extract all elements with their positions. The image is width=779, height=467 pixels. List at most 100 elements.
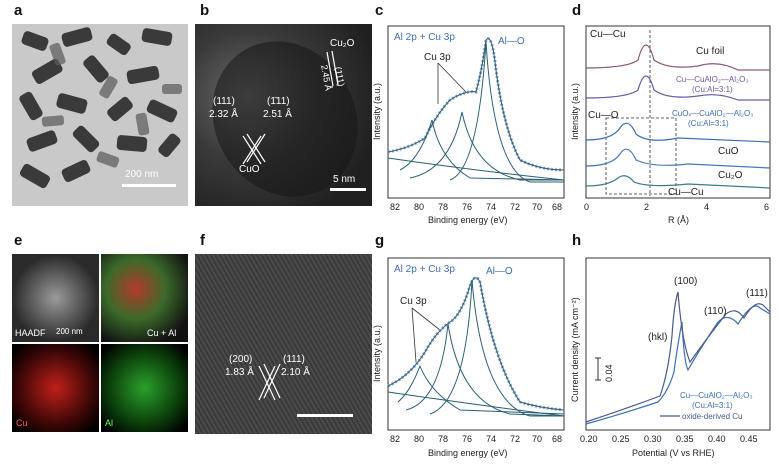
panel-label-d: d bbox=[572, 2, 582, 19]
chart-title-c: Al 2p + Cu 3p bbox=[394, 32, 455, 43]
tick-label: 74 bbox=[486, 202, 496, 212]
lattice-dist-mid: 2.51 Å bbox=[263, 109, 292, 120]
haadf-image: HAADF 200 nm bbox=[12, 254, 99, 342]
nanorod-particles bbox=[19, 27, 182, 189]
haadf-label: HAADF bbox=[15, 328, 46, 338]
peak-label-c: Al—O bbox=[498, 36, 525, 47]
cv-chart-h: Current density (mA cm⁻²) 0.04 (100) (11… bbox=[570, 257, 771, 458]
series-label-cuox: CuOₓ—CuAlO₂—Al₂O₃ bbox=[672, 109, 753, 118]
tem-image-a: 200 nm bbox=[12, 24, 188, 206]
y-axis-label-c: Intensity (a.u.) bbox=[372, 83, 382, 140]
lattice-index-right-f: (111) bbox=[283, 354, 305, 365]
y-axis-label-g: Intensity (a.u.) bbox=[372, 325, 382, 382]
lattice-index-left: (111) bbox=[213, 96, 235, 107]
lattice-dist-left: 2.32 Å bbox=[209, 109, 238, 120]
tick-label: 78 bbox=[438, 434, 448, 444]
lattice-dist-left-f: 1.83 Å bbox=[225, 367, 254, 378]
peak-label-g: Al—O bbox=[486, 266, 513, 277]
x-axis-label-g: Binding energy (eV) bbox=[428, 448, 508, 458]
peak-label-110: (110) bbox=[704, 306, 727, 317]
x-ticks-h: 0.20 0.25 0.30 0.35 0.40 0.45 bbox=[580, 434, 758, 444]
phase-label-cuo: CuO bbox=[239, 164, 260, 175]
phase-label-cu2o: Cu₂O bbox=[330, 38, 355, 49]
tick-label: 72 bbox=[510, 202, 520, 212]
tick-label: 6 bbox=[764, 202, 769, 212]
tick-label: 82 bbox=[390, 202, 400, 212]
legend-label-cu-cualo2: Cu—CuAlO₂—Al₂O₃ bbox=[680, 391, 753, 400]
tick-label: 78 bbox=[438, 202, 448, 212]
al-label: Al bbox=[105, 418, 114, 428]
tick-label: 70 bbox=[532, 434, 542, 444]
x-ticks-g: 82 80 78 76 74 72 70 68 bbox=[390, 434, 562, 444]
tick-label: 0.25 bbox=[612, 434, 630, 444]
legend-label-oxide-cu: oxide-derived Cu bbox=[682, 412, 742, 421]
series-label-cuo: CuO bbox=[718, 146, 739, 157]
x-ticks-c: 82 80 78 76 74 72 70 68 bbox=[390, 202, 562, 212]
cucu-bottom-label: Cu—Cu bbox=[668, 187, 704, 198]
tick-label: 0.30 bbox=[644, 434, 662, 444]
hrtem-image-f: (200) 1.83 Å (111) 2.10 Å bbox=[195, 254, 372, 434]
lattice-index-left-f: (200) bbox=[229, 354, 253, 365]
peak-label-111: (111) bbox=[746, 288, 768, 299]
panel-label-f: f bbox=[200, 232, 205, 249]
eds-map-al: Al bbox=[101, 344, 188, 432]
tick-label: 74 bbox=[486, 434, 496, 444]
tick-label: 76 bbox=[462, 434, 472, 444]
panel-label-a: a bbox=[14, 2, 23, 19]
tick-label: 2 bbox=[644, 202, 649, 212]
eds-map-cu: Cu bbox=[12, 344, 99, 432]
cuo-bond-label: Cu—O bbox=[588, 110, 619, 121]
lattice-dist-right-f: 2.10 Å bbox=[281, 367, 310, 378]
peak-label-hkl: (hkl) bbox=[648, 332, 667, 343]
series-label-cu-cualo2-ratio: (Cu:Al=3:1) bbox=[692, 85, 733, 94]
hrtem-image-b: (111) 2.32 Å (1̄11) 2.51 Å CuO Cu₂O 2.45… bbox=[195, 24, 372, 206]
panel-label-g: g bbox=[375, 232, 385, 249]
series-label-cu2o: Cu₂O bbox=[718, 170, 743, 181]
lattice-index-mid: (1̄11) bbox=[267, 96, 290, 107]
eds-map-cu-al: Cu + Al bbox=[101, 254, 188, 342]
scale-bar-label-e: 200 nm bbox=[56, 327, 83, 336]
peak-label-100: (100) bbox=[674, 276, 697, 287]
tick-label: 72 bbox=[510, 434, 520, 444]
tick-label: 0.20 bbox=[580, 434, 598, 444]
tick-label: 4 bbox=[704, 202, 709, 212]
cucu-top-label: Cu—Cu bbox=[590, 29, 626, 40]
exafs-chart-d: Intensity (a.u.) Cu—Cu Cu—O Cu—Cu Cu foi… bbox=[570, 25, 771, 225]
x-axis-label-c: Binding energy (eV) bbox=[428, 215, 508, 225]
y-axis-label-h: Current density (mA cm⁻²) bbox=[570, 297, 580, 402]
series-label-cu-foil: Cu foil bbox=[696, 46, 724, 57]
lattice-overlay-b bbox=[212, 41, 366, 197]
cu3p-label-g: Cu 3p bbox=[400, 296, 427, 307]
tick-label: 68 bbox=[552, 202, 562, 212]
tick-label: 80 bbox=[414, 202, 424, 212]
panel-label-c: c bbox=[375, 2, 384, 19]
cu3p-label-c: Cu 3p bbox=[424, 52, 451, 63]
tick-label: 76 bbox=[462, 202, 472, 212]
chart-title-g: Al 2p + Cu 3p bbox=[394, 264, 455, 275]
xps-chart-g: Intensity (a.u.) Al 2p + Cu 3p Al—O Cu 3… bbox=[372, 257, 565, 458]
scale-bar-label-a: 200 nm bbox=[125, 169, 159, 180]
xps-chart-c: Intensity (a.u.) Al 2p + Cu 3p Al—O Cu 3… bbox=[372, 25, 565, 225]
x-axis-label-h: Potential (V vs RHE) bbox=[632, 448, 715, 458]
cu-al-label: Cu + Al bbox=[147, 328, 177, 338]
tick-label: 82 bbox=[390, 434, 400, 444]
panel-label-b: b bbox=[200, 2, 210, 19]
tick-label: 80 bbox=[414, 434, 424, 444]
tick-label: 0 bbox=[584, 202, 589, 212]
tick-label: 0.35 bbox=[676, 434, 694, 444]
legend-label-ratio: (Cu:Al=3:1) bbox=[692, 401, 733, 410]
tick-label: 0.45 bbox=[740, 434, 758, 444]
tick-label: 0.40 bbox=[708, 434, 726, 444]
x-axis-label-d: R (Å) bbox=[668, 215, 689, 225]
y-axis-label-d: Intensity (a.u.) bbox=[570, 83, 580, 140]
scale-bar-value: 0.04 bbox=[604, 364, 614, 382]
lattice-overlay-f bbox=[258, 363, 353, 417]
tick-label: 68 bbox=[552, 434, 562, 444]
series-label-cu-cualo2: Cu—CuAlO₂—Al₂O₃ bbox=[676, 75, 749, 84]
tick-label: 70 bbox=[532, 202, 542, 212]
series-label-cuox-ratio: (Cu:Al=3:1) bbox=[688, 119, 729, 128]
scale-bar-label-b: 5 nm bbox=[333, 174, 356, 185]
panel-label-h: h bbox=[572, 232, 582, 249]
panel-label-e: e bbox=[14, 232, 23, 249]
x-ticks-d: 0 2 4 6 bbox=[584, 202, 769, 212]
